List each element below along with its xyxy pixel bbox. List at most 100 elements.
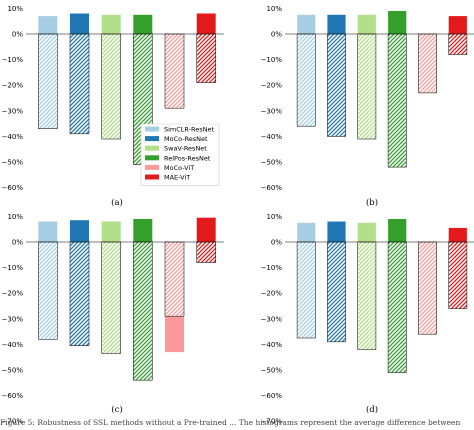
bar-moco-resnet-gain bbox=[327, 14, 346, 35]
y-tick-label: 10% bbox=[266, 213, 282, 221]
y-tick-label: −10% bbox=[2, 264, 24, 272]
bar-moco-resnet-gain bbox=[70, 220, 89, 242]
bar-moco-resnet-drop bbox=[69, 33, 90, 135]
bar-mae-vit-gain bbox=[196, 217, 216, 242]
legend-swatch bbox=[145, 164, 159, 170]
y-tick-label: 0% bbox=[271, 239, 282, 247]
y-tick-label: 0% bbox=[12, 31, 23, 39]
bar-moco-vit-drop bbox=[418, 241, 437, 335]
bar-relpos-resnet-gain bbox=[388, 219, 407, 242]
figure-caption: Figure 5: Robustness of SSL methods with… bbox=[0, 418, 461, 427]
y-tick-label: −10% bbox=[261, 56, 283, 64]
y-tick-label: −50% bbox=[2, 159, 24, 167]
y-tick-label: −50% bbox=[261, 367, 283, 375]
bar-mae-vit-drop bbox=[448, 33, 468, 55]
bar-moco-resnet-drop bbox=[69, 241, 90, 346]
y-tick-label: −30% bbox=[261, 315, 283, 323]
bar-moco-resnet-drop bbox=[327, 241, 346, 343]
y-tick-label: 0% bbox=[271, 31, 282, 39]
bar-relpos-resnet-drop bbox=[133, 241, 153, 381]
y-tick-label: −70% bbox=[261, 418, 283, 426]
bar-relpos-resnet-drop bbox=[387, 241, 407, 373]
y-tick-label: −60% bbox=[2, 392, 24, 400]
bar-simclr-resnet-gain bbox=[297, 14, 316, 35]
bar-relpos-resnet-gain bbox=[133, 14, 153, 35]
bar-relpos-resnet-gain bbox=[388, 11, 407, 34]
y-tick-label: −40% bbox=[261, 341, 283, 349]
y-tick-label: −20% bbox=[261, 290, 283, 298]
bar-mae-vit-gain bbox=[448, 227, 467, 242]
bar-mae-vit-gain bbox=[196, 13, 216, 34]
bar-relpos-resnet-gain bbox=[133, 219, 153, 242]
y-tick-label: −60% bbox=[2, 184, 24, 192]
y-tick-label: 10% bbox=[7, 213, 23, 221]
y-tick-label: −20% bbox=[2, 82, 24, 90]
subplot-3: 10% 0% −10% −20% −30% −40% −50% −60% −70% (c) bbox=[2, 213, 224, 426]
bar-mae-vit-gain bbox=[448, 16, 467, 34]
bar-swav-resnet-drop bbox=[101, 33, 121, 140]
y-tick-label: −30% bbox=[2, 315, 24, 323]
subplot-4: 10% 0% −10% −20% −30% −40% −50% −60% −70% (d) bbox=[261, 213, 474, 426]
bar-moco-vit-drop bbox=[164, 241, 185, 317]
subplot-label: (a) bbox=[111, 197, 123, 208]
y-tick-label: 10% bbox=[7, 5, 23, 13]
y-tick-label: −30% bbox=[261, 107, 283, 115]
legend-swatch bbox=[145, 155, 159, 161]
bar-moco-resnet-drop bbox=[327, 33, 346, 137]
bar-swav-resnet-gain bbox=[357, 222, 376, 242]
legend-swatch bbox=[145, 136, 159, 142]
legend-entry: MoCo-ViT bbox=[164, 164, 194, 172]
subplot-2: 10% 0% −10% −20% −30% −40% −50% −60% (b) bbox=[261, 5, 474, 208]
y-tick-label: −50% bbox=[261, 159, 283, 167]
bar-moco-resnet-gain bbox=[70, 13, 89, 34]
bar-swav-resnet-drop bbox=[357, 33, 377, 140]
y-tick-label: −20% bbox=[261, 82, 283, 90]
y-tick-label: −50% bbox=[2, 367, 24, 375]
bar-swav-resnet-gain bbox=[357, 14, 376, 35]
bar-simclr-resnet-drop bbox=[37, 33, 58, 129]
y-tick-label: −40% bbox=[2, 341, 24, 349]
legend-entry: MoCo-ResNet bbox=[164, 135, 208, 143]
legend-swatch bbox=[145, 145, 159, 151]
y-tick-label: 0% bbox=[12, 239, 23, 247]
bar-simclr-resnet-gain bbox=[297, 222, 316, 242]
y-tick-label: −30% bbox=[2, 107, 24, 115]
bar-swav-resnet-drop bbox=[357, 241, 377, 350]
bar-moco-vit-drop bbox=[418, 33, 437, 94]
legend-swatch bbox=[145, 174, 159, 180]
legend-entry: MAE-ViT bbox=[164, 174, 190, 182]
y-tick-label: −70% bbox=[2, 418, 24, 426]
bar-simclr-resnet-gain bbox=[38, 221, 58, 242]
y-tick-label: −40% bbox=[261, 133, 283, 141]
y-tick-label: −20% bbox=[2, 290, 24, 298]
y-tick-label: −40% bbox=[2, 133, 24, 141]
bar-moco-resnet-gain bbox=[327, 221, 346, 242]
y-tick-label: −60% bbox=[261, 184, 283, 192]
bar-simclr-resnet-drop bbox=[296, 33, 316, 127]
y-tick-label: −60% bbox=[261, 392, 283, 400]
bar-mae-vit-drop bbox=[448, 241, 468, 309]
y-tick-label: 10% bbox=[266, 5, 282, 13]
legend-entry: SimCLR-ResNet bbox=[164, 126, 214, 134]
bar-mae-vit-drop bbox=[196, 33, 216, 83]
bar-relpos-resnet-drop bbox=[387, 33, 407, 168]
y-tick-label: −10% bbox=[2, 56, 24, 64]
legend-entry: RelPos-ResNet bbox=[164, 154, 211, 162]
bar-mae-vit-drop bbox=[196, 241, 216, 263]
bar-swav-resnet-drop bbox=[101, 241, 121, 354]
subplot-label: (c) bbox=[111, 404, 122, 415]
bar-swav-resnet-gain bbox=[101, 14, 121, 35]
bar-swav-resnet-gain bbox=[101, 221, 121, 242]
bar-simclr-resnet-gain bbox=[38, 16, 58, 34]
bar-simclr-resnet-drop bbox=[37, 241, 58, 340]
subplot-label: (b) bbox=[366, 197, 378, 208]
bar-simclr-resnet-drop bbox=[296, 241, 316, 339]
legend-entry: SwaV-ResNet bbox=[164, 145, 207, 153]
y-tick-label: −10% bbox=[261, 264, 283, 272]
bar-moco-vit-drop bbox=[164, 33, 185, 109]
subplot-label: (d) bbox=[366, 404, 378, 415]
subplot-1: 10% 0% −10% −20% −30% −40% −50% −60% (a) SimCLR-R… bbox=[2, 5, 224, 208]
legend-swatch bbox=[145, 126, 159, 132]
